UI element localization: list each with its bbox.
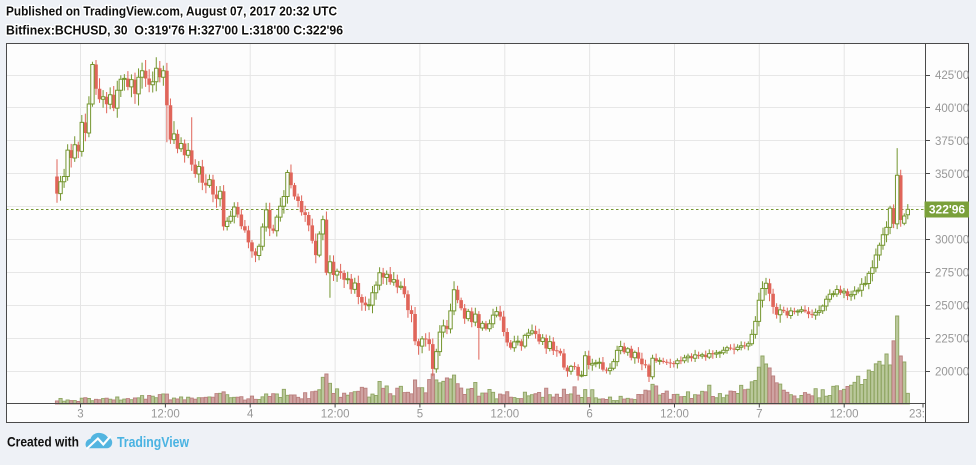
svg-text:322'96: 322'96 [929, 203, 966, 217]
svg-text:12:00: 12:00 [830, 409, 859, 421]
svg-text:12:00: 12:00 [490, 409, 519, 421]
svg-text:23:: 23: [909, 409, 925, 421]
svg-text:250'00: 250'00 [935, 301, 969, 313]
svg-text:350'00: 350'00 [935, 169, 969, 181]
svg-text:200'00: 200'00 [935, 367, 969, 379]
svg-text:425'00: 425'00 [935, 70, 969, 82]
svg-text:12:00: 12:00 [151, 409, 180, 421]
svg-text:7: 7 [756, 409, 762, 421]
svg-text:Published on TradingView.com,: Published on TradingView.com, August 07,… [6, 4, 338, 19]
svg-text:375'00: 375'00 [935, 136, 969, 148]
svg-text:12:00: 12:00 [321, 409, 350, 421]
svg-text:5: 5 [417, 409, 423, 421]
svg-text:Bitfinex:BCHUSD, 30 O:319'76: Bitfinex:BCHUSD, 30 O:319'76 H:327'00 L:… [6, 23, 343, 38]
svg-text:275'00: 275'00 [935, 268, 969, 280]
svg-text:12:00: 12:00 [660, 409, 689, 421]
svg-text:TradingView: TradingView [117, 435, 190, 451]
svg-text:4: 4 [247, 409, 254, 421]
svg-text:300'00: 300'00 [935, 235, 969, 247]
svg-text:225'00: 225'00 [935, 334, 969, 346]
svg-text:3: 3 [77, 409, 83, 421]
svg-text:400'00: 400'00 [935, 103, 969, 115]
svg-text:6: 6 [586, 409, 592, 421]
svg-text:Created with: Created with [7, 434, 79, 450]
